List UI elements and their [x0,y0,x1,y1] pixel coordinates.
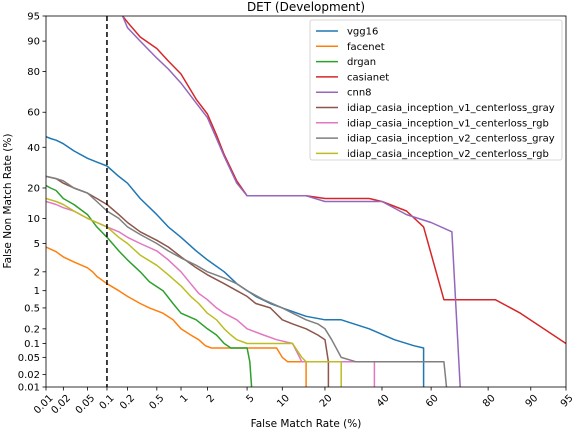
x-axis-ticks: 0.010.02 0.05 0.1 0.2 0.5 1 2 5 10 20 40 60 80 90 95 [32,387,576,416]
series-line-cnn8 [121,16,461,387]
y-tick-label: 0.02 [18,370,40,381]
y-tick-label: 1 [34,286,40,297]
legend-box [309,19,563,161]
series-line-idiap_casia_inception_v2_centerloss_gray [46,175,448,387]
y-tick-label: 0.1 [24,339,40,350]
legend-label-idiap_casia_inception_v1_centerloss_rgb: idiap_casia_inception_v1_centerloss_rgb [347,118,549,129]
x-axis-label: False Match Rate (%) [251,418,362,430]
y-tick-label: 20 [27,183,40,194]
series-line-vgg16 [46,136,425,387]
y-tick-label: 0.01 [18,383,40,394]
y-tick-label: 40 [27,143,40,154]
legend: vgg16 facenet drgan casianet cnn8 idiap_casia… [309,19,563,161]
series-line-facenet [46,246,307,387]
chart-title: DET (Development) [247,0,365,14]
y-tick-label: 60 [27,108,40,119]
y-tick-label: 5 [34,239,40,250]
plot-frame [45,15,567,388]
y-tick-label: 10 [27,214,40,225]
legend-label-casianet: casianet [347,72,389,83]
series-line-idiap_casia_inception_v2_centerloss_rgb [46,197,342,387]
y-tick-label: 90 [27,37,40,48]
y-tick-label: 0.2 [24,324,40,335]
series-line-drgan [46,184,253,387]
y-tick-label: 0.05 [18,353,40,364]
legend-label-idiap_casia_inception_v2_centerloss_gray: idiap_casia_inception_v2_centerloss_gray [347,134,555,145]
series-layer [46,16,566,387]
legend-label-drgan: drgan [347,57,376,68]
y-tick-label: 0.5 [24,303,40,314]
legend-label-idiap_casia_inception_v2_centerloss_rgb: idiap_casia_inception_v2_centerloss_rgb [347,149,549,160]
legend-label-vgg16: vgg16 [347,27,378,38]
y-tick-label: 95 [27,12,40,23]
legend-label-cnn8: cnn8 [347,88,372,99]
y-tick-label: 2 [34,267,40,278]
legend-label-facenet: facenet [347,42,385,53]
y-axis-label: False Non Match Rate (%) [2,134,14,269]
y-tick-label: 80 [27,67,40,78]
y-axis-ticks: 0.01 0.02 0.05 0.1 0.2 0.5 1 2 5 10 20 40 60 80 90 95 [18,12,46,394]
legend-label-idiap_casia_inception_v1_centerloss_gray: idiap_casia_inception_v1_centerloss_gray [347,103,555,114]
